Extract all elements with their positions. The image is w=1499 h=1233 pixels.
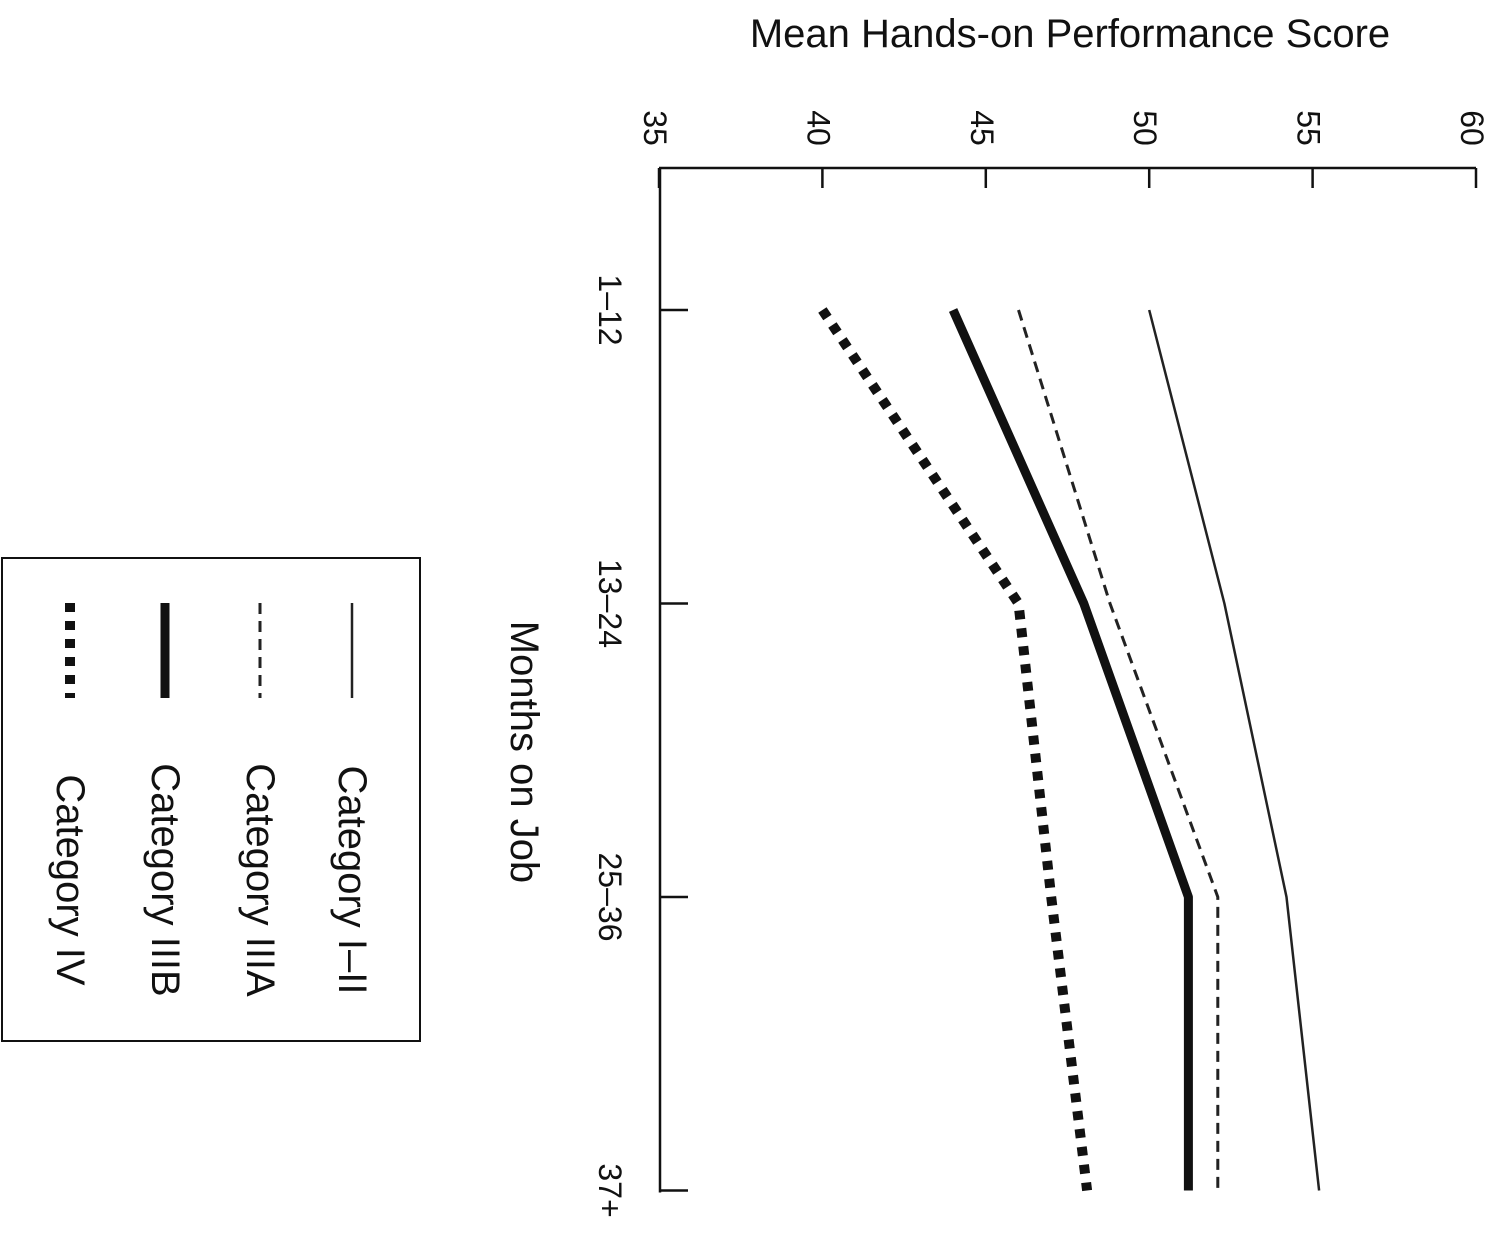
value-tick-label: 40 (800, 110, 836, 146)
series-line-1 (1147, 309, 1321, 1191)
axis-layer: 35 40 45 50 55 60 1–12 13–24 25–36 37+ Mean Hands-… (502, 12, 1490, 1218)
value-tick-label: 50 (1127, 110, 1163, 146)
series-line-4 (818, 307, 1093, 1192)
legend-label-2: Category IIIA (238, 763, 282, 997)
legend-label-3: Category IIIB (143, 763, 187, 996)
value-axis-title: Mean Hands-on Performance Score (750, 12, 1390, 56)
legend-label-4: Category IV (48, 774, 92, 986)
category-tick-label: 1–12 (592, 274, 628, 345)
series-line-2 (1017, 309, 1220, 1191)
category-tick-label: 37+ (592, 1163, 628, 1217)
series-layer (818, 307, 1321, 1192)
legend-label-1: Category I–II (330, 765, 374, 994)
value-tick-label: 35 (637, 110, 673, 146)
category-tick-label: 13–24 (592, 559, 628, 648)
legend-box (1, 557, 421, 1042)
value-tick-label: 45 (964, 110, 1000, 146)
series-line-3 (948, 308, 1193, 1191)
value-tick-label: 60 (1454, 110, 1490, 146)
legend: Category I–II Category IIIA Category IIIB C… (1, 557, 421, 1042)
value-tick-label: 55 (1291, 110, 1327, 146)
category-tick-label: 25–36 (592, 853, 628, 942)
category-axis-title: Months on Job (502, 621, 546, 883)
